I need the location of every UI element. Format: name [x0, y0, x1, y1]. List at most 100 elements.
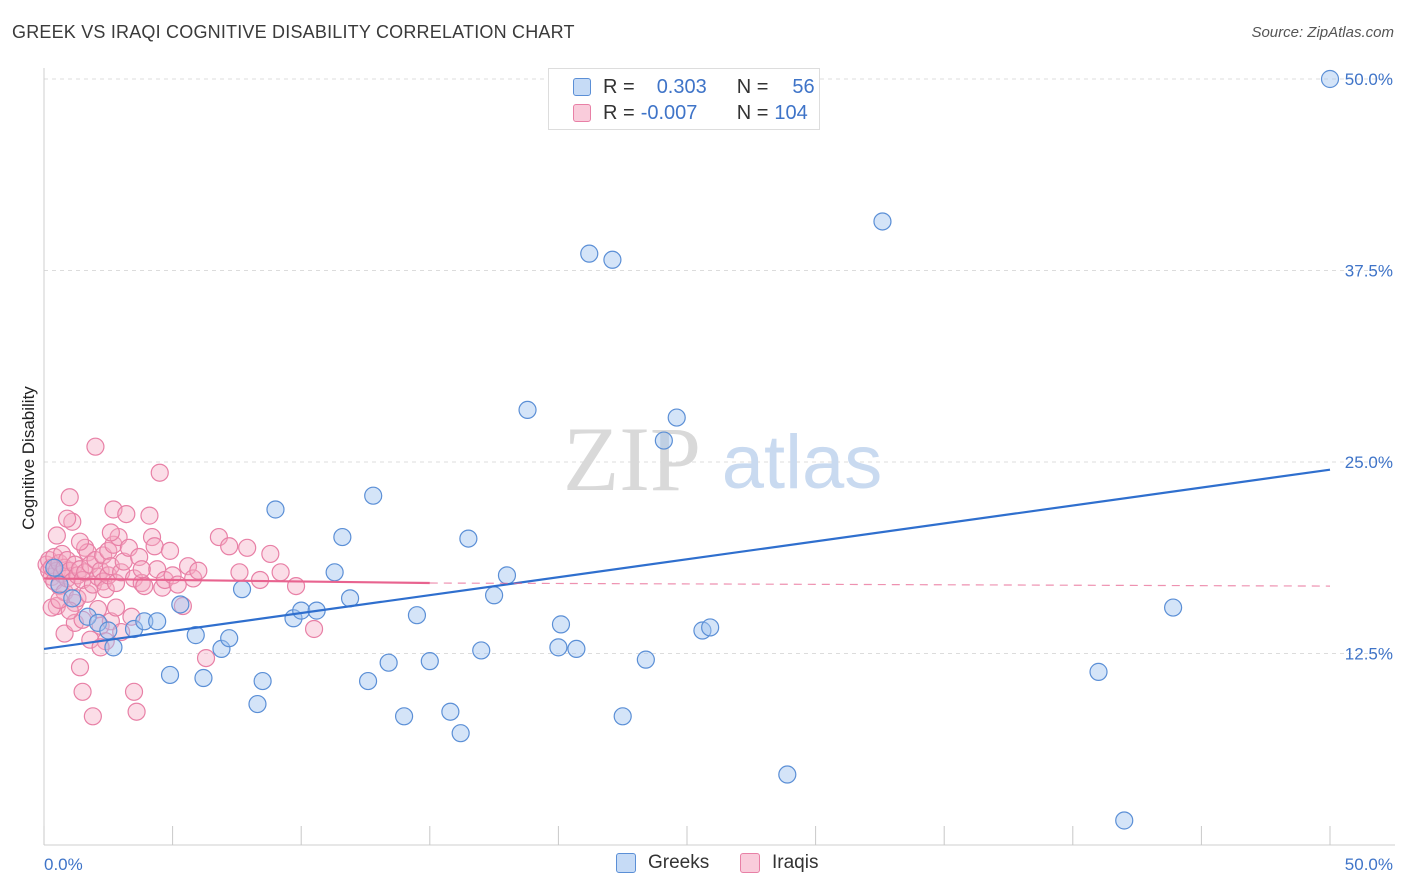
iraqis-point	[63, 512, 82, 531]
x-tick-label: 0.0%	[44, 855, 83, 874]
correlation-legend: R = 0.303 N = 56 R = -0.007 N = 104	[548, 68, 820, 130]
legend-row-greeks: R = 0.303 N = 56	[573, 75, 815, 99]
legend-item-iraqis[interactable]: Iraqis	[740, 852, 818, 874]
iraqis-point	[124, 682, 144, 701]
series-legend: Greeks Iraqis	[0, 852, 1406, 878]
greeks-point	[613, 707, 632, 726]
greeks-point	[253, 671, 272, 691]
legend-n-value: 56	[792, 75, 815, 98]
source-label: Source: ZipAtlas.com	[1251, 24, 1394, 41]
greeks-point	[232, 580, 252, 599]
greeks-point	[654, 431, 673, 450]
iraqis-point	[196, 648, 216, 668]
greeks-point	[379, 653, 398, 672]
iraqis-point	[58, 509, 77, 528]
greeks-point	[497, 566, 517, 585]
iraqis-point	[304, 619, 324, 639]
greeks-swatch	[616, 853, 636, 873]
greeks-point	[148, 612, 167, 631]
legend-r-label: R =	[603, 75, 635, 98]
greeks-point	[194, 668, 213, 688]
greeks-point	[104, 638, 123, 657]
iraqis-point	[91, 638, 110, 657]
greeks-point	[50, 575, 69, 594]
legend-r-label: R =	[603, 101, 635, 124]
chart-title: GREEK VS IRAQI COGNITIVE DISABILITY CORR…	[12, 22, 575, 42]
iraqis-point	[168, 575, 187, 594]
iraqis-point	[238, 538, 257, 557]
iraqis-point	[47, 526, 66, 545]
watermark: ZIP atlas	[563, 408, 882, 510]
iraqis-point	[70, 532, 90, 551]
trend-lines	[43, 468, 1331, 650]
iraqis-point	[150, 463, 169, 482]
greeks-point	[1089, 662, 1108, 681]
legend-r-value: 0.303	[656, 75, 707, 98]
iraqis-point	[160, 541, 180, 560]
greeks-point	[567, 639, 586, 659]
iraqis-point	[70, 560, 90, 579]
greeks-point	[88, 613, 108, 632]
greeks-point	[667, 408, 686, 427]
greeks-point	[135, 612, 154, 631]
iraqis-label: Iraqis	[772, 852, 819, 873]
greeks-point	[99, 621, 118, 640]
iraqis-point	[230, 563, 249, 582]
axes	[43, 68, 1395, 846]
greeks-point	[248, 694, 267, 714]
greeks-point	[549, 638, 568, 657]
iraqis-point	[209, 527, 228, 547]
iraqis-point	[70, 658, 90, 677]
greeks-points	[45, 69, 1340, 830]
greeks-point	[266, 500, 285, 519]
iraqis-point	[132, 560, 151, 579]
greeks-point	[171, 595, 190, 614]
iraqis-point	[286, 576, 306, 596]
watermark-atlas: atlas	[722, 420, 883, 505]
iraqis-trend-line	[43, 577, 430, 585]
y-tick-label: 37.5%	[1345, 262, 1393, 281]
iraqis-point	[86, 437, 105, 456]
greeks-point	[778, 765, 797, 784]
y-axis-label: Cognitive Disability	[19, 386, 38, 530]
greeks-point	[63, 589, 82, 608]
greeks-point	[220, 629, 239, 648]
greeks-point	[186, 626, 205, 645]
iraqis-point	[96, 580, 115, 599]
iraqis-point	[73, 610, 92, 629]
greeks-point	[292, 601, 311, 620]
y-tick-label: 12.5%	[1345, 645, 1393, 664]
greeks-point	[124, 619, 144, 639]
greeks-point	[451, 724, 470, 743]
x-tick-label: 50.0%	[1345, 855, 1393, 874]
legend-n-label: N =	[736, 101, 769, 124]
greeks-trend-line	[43, 468, 1331, 650]
greeks-point	[364, 486, 383, 505]
greeks-point	[160, 665, 180, 685]
iraqis-point	[189, 561, 208, 580]
greeks-point	[407, 606, 427, 625]
y-tick-label: 50.0%	[1345, 70, 1393, 89]
iraqis-swatch	[740, 853, 760, 873]
iraqis-point	[220, 537, 239, 556]
greeks-point	[333, 527, 352, 547]
tick-labels: 12.5% 25.0% 37.5% 50.0% 0.0% 50.0%	[44, 70, 1393, 874]
iraqis-point	[42, 598, 61, 617]
iraqis-point	[117, 504, 136, 524]
iraqis-point	[73, 682, 92, 701]
greeks-point	[325, 563, 344, 582]
legend-n-label: N =	[736, 75, 769, 98]
legend-item-greeks[interactable]: Greeks	[616, 852, 709, 874]
greeks-point	[78, 607, 97, 626]
iraqis-point	[101, 523, 120, 542]
greeks-point	[873, 212, 892, 231]
greeks-point	[636, 650, 655, 669]
greeks-point	[441, 702, 460, 721]
iraqis-point	[106, 598, 126, 617]
greeks-point	[701, 618, 720, 637]
iraqis-point	[140, 506, 159, 525]
legend-swatch-greeks	[573, 78, 591, 96]
legend-row-iraqis: R = -0.007 N = 104	[573, 101, 808, 125]
greeks-point	[551, 615, 571, 634]
